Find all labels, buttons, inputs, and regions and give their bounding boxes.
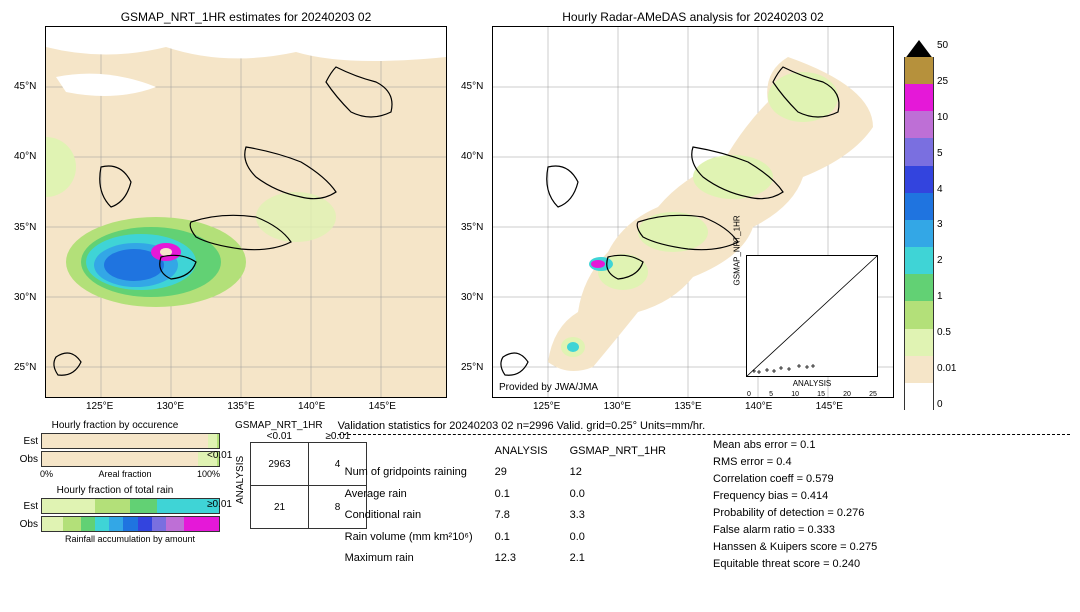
- right-y-ticks: 45°N 40°N 35°N 30°N 25°N: [461, 27, 483, 397]
- bottom-row: Hourly fraction by occurence EstObs 0% A…: [10, 420, 1070, 570]
- right-x-ticks: 125°E 130°E 135°E 140°E 145°E: [493, 401, 893, 412]
- left-map-title: GSMAP_NRT_1HR estimates for 20240203 02: [45, 10, 447, 24]
- colorbar-labels: 502510543210.50.010: [934, 40, 956, 410]
- left-y-ticks: 45°N 40°N 35°N 30°N 25°N: [14, 27, 36, 397]
- stats-header: Validation statistics for 20240203 02 n=…: [338, 420, 1070, 435]
- fraction-panel: Hourly fraction by occurence EstObs 0% A…: [10, 420, 220, 570]
- left-x-ticks: 125°E 130°E 135°E 140°E 145°E: [46, 401, 446, 412]
- inset-scatter: 25 0 GSMAP_NRT_1HR ANALYSIS 0510152: [746, 255, 878, 377]
- provided-by: Provided by JWA/JMA: [499, 382, 598, 393]
- inset-xlabel: ANALYSIS: [747, 379, 877, 388]
- frac-total-title: Hourly fraction of total rain: [10, 485, 220, 496]
- colorbar: [904, 40, 934, 410]
- frac-occ-title: Hourly fraction by occurence: [10, 420, 220, 431]
- left-map-svg: [46, 27, 446, 397]
- validation-stats: Validation statistics for 20240203 02 n=…: [338, 420, 1070, 570]
- inset-ylabel: GSMAP_NRT_1HR: [733, 215, 742, 285]
- contingency-table: GSMAP_NRT_1HR ANALYSIS <0.01 ≥0.01 29634…: [235, 420, 323, 570]
- right-map-title: Hourly Radar-AMeDAS analysis for 2024020…: [492, 10, 894, 24]
- left-map: 45°N 40°N 35°N 30°N 25°N 125°E 130°E 135…: [45, 26, 447, 398]
- left-map-panel: GSMAP_NRT_1HR estimates for 20240203 02: [45, 10, 447, 410]
- metrics-list: Mean abs error = 0.1RMS error = 0.4Corre…: [713, 439, 877, 570]
- colorbar-container: 502510543210.50.010: [904, 10, 956, 410]
- right-map-panel: Hourly Radar-AMeDAS analysis for 2024020…: [492, 10, 894, 410]
- right-map: Provided by JWA/JMA 25 0: [492, 26, 894, 398]
- stats-table: ANALYSISGSMAP_NRT_1HR Num of gridpoints …: [338, 439, 683, 570]
- top-row: GSMAP_NRT_1HR estimates for 20240203 02: [10, 10, 1070, 410]
